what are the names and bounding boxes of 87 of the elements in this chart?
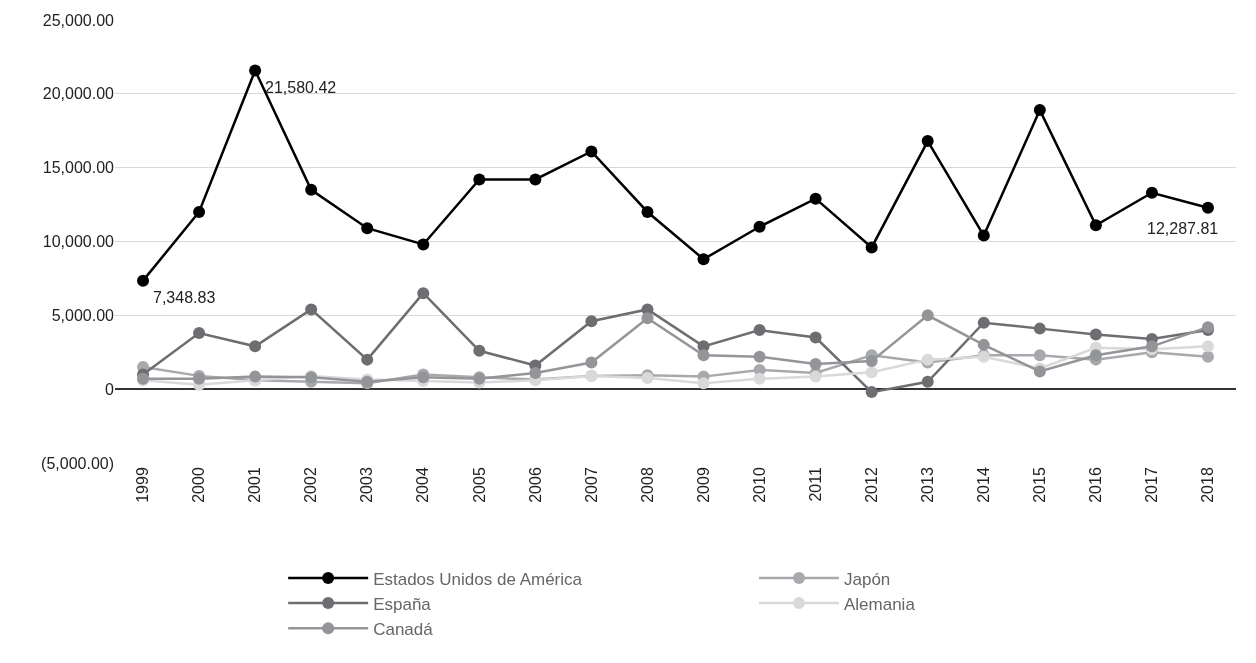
point — [865, 355, 878, 368]
point — [473, 344, 486, 357]
point — [809, 331, 822, 344]
point — [1089, 219, 1102, 232]
point — [585, 356, 598, 369]
x-tick-label: 2007 — [582, 467, 600, 503]
legend-label: Alemania — [843, 594, 916, 614]
point — [305, 303, 318, 316]
point — [921, 135, 934, 148]
point — [473, 173, 486, 186]
point — [361, 353, 374, 366]
y-tick-label: 10,000.00 — [42, 233, 115, 251]
y-tick-label: 0 — [105, 380, 115, 398]
point — [1033, 104, 1046, 117]
x-tick-label: 2018 — [1199, 467, 1217, 503]
x-tick-label: 2011 — [806, 467, 824, 502]
x-tick-label: 2017 — [1143, 467, 1161, 503]
point — [249, 340, 262, 353]
point — [977, 229, 990, 242]
point — [1089, 349, 1102, 362]
point — [1201, 201, 1214, 214]
point — [641, 205, 654, 218]
point — [1201, 340, 1214, 353]
x-tick-label: 2002 — [302, 467, 320, 503]
point — [193, 205, 206, 218]
point — [697, 349, 710, 362]
point — [1033, 349, 1046, 362]
point — [1201, 350, 1214, 363]
point — [361, 222, 374, 235]
point — [697, 253, 710, 266]
point — [193, 327, 206, 340]
x-tick-label: 2014 — [974, 467, 992, 503]
point — [529, 366, 542, 379]
point — [809, 370, 822, 383]
x-tick-label: 2008 — [638, 467, 656, 503]
annotation: 7,348.83 — [153, 289, 216, 306]
point — [305, 183, 318, 196]
x-tick-label: 1999 — [134, 467, 152, 503]
point — [1145, 186, 1158, 199]
x-tick-label: 2010 — [750, 467, 768, 503]
point — [865, 366, 878, 379]
x-tick-label: 2009 — [694, 467, 712, 503]
x-tick-label: 2001 — [246, 467, 264, 503]
point — [753, 220, 766, 233]
legend-label: España — [373, 594, 432, 614]
point — [809, 192, 822, 205]
legend-label: Japón — [843, 569, 891, 589]
point — [697, 377, 710, 390]
legend-label: Canadá — [373, 619, 434, 639]
point — [1089, 328, 1102, 341]
legend-label: Estados Unidos de América — [373, 569, 583, 589]
point — [809, 358, 822, 371]
x-tick-label: 2003 — [358, 467, 376, 503]
x-tick-label: 2012 — [862, 467, 880, 503]
point — [753, 324, 766, 337]
point — [585, 145, 598, 158]
y-tick-label: 25,000.00 — [42, 11, 115, 29]
point — [529, 173, 542, 186]
point — [137, 274, 150, 287]
point — [585, 315, 598, 328]
y-tick-label: 15,000.00 — [42, 159, 115, 177]
point — [1033, 322, 1046, 335]
point — [977, 316, 990, 329]
point — [921, 309, 934, 322]
point — [249, 370, 262, 383]
point — [641, 312, 654, 325]
point — [865, 241, 878, 254]
x-tick-label: 2005 — [470, 467, 488, 503]
x-tick-label: 2004 — [414, 467, 432, 503]
x-tick-label: 2000 — [190, 467, 208, 503]
x-tick-label: 2015 — [1031, 467, 1049, 503]
x-tick-label: 2013 — [918, 467, 936, 503]
point — [249, 64, 262, 77]
point — [977, 338, 990, 351]
x-tick-label: 2006 — [526, 467, 544, 503]
point — [921, 375, 934, 388]
y-tick-label: (5,000.00) — [41, 454, 114, 472]
point — [753, 372, 766, 385]
point — [753, 350, 766, 363]
annotation: 12,287.81 — [1147, 220, 1219, 237]
y-tick-label: 20,000.00 — [42, 85, 115, 103]
y-tick-label: 5,000.00 — [51, 306, 115, 324]
x-tick-label: 2016 — [1087, 467, 1105, 503]
point — [865, 386, 878, 399]
point — [417, 287, 430, 300]
annotation: 21,580.42 — [265, 79, 337, 96]
point — [417, 238, 430, 251]
